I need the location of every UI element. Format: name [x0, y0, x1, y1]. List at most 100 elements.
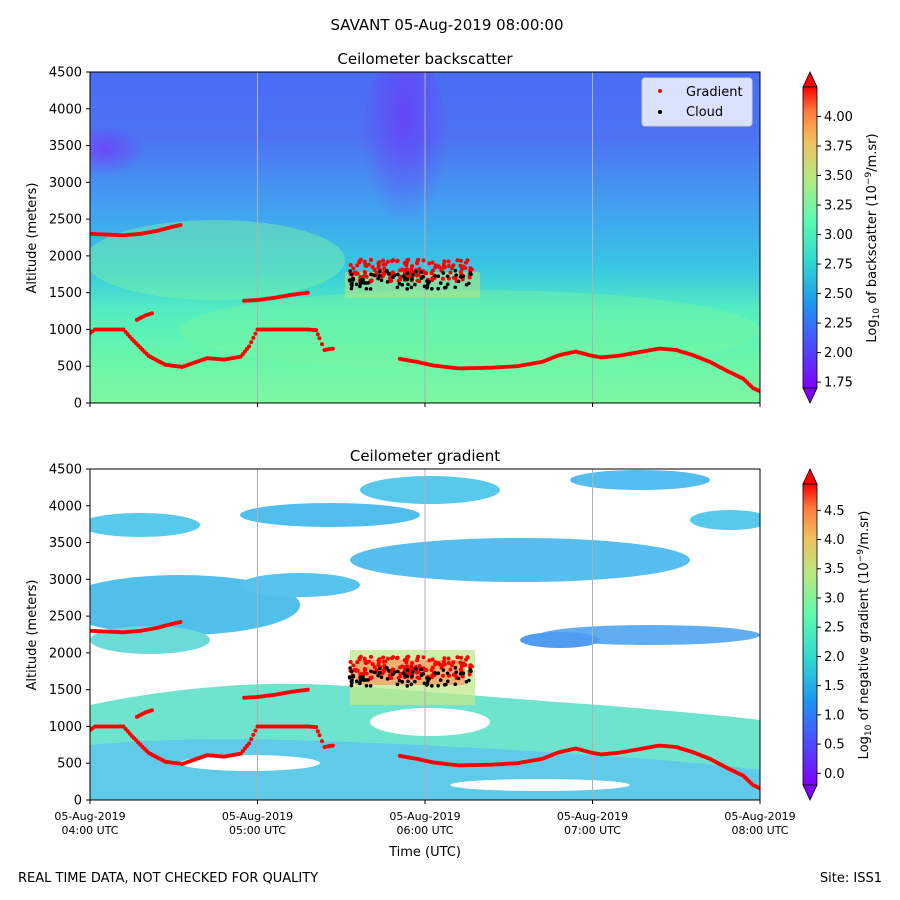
cloud-point [469, 669, 473, 674]
cloud-point [348, 269, 352, 273]
y-tick-label: 0 [74, 397, 82, 412]
gradient-point [395, 656, 400, 661]
gradient-point [387, 276, 392, 281]
gradient-point [396, 675, 401, 680]
gradient-point [410, 269, 415, 274]
cloud-point [424, 284, 429, 289]
y-tick-label: 500 [57, 757, 82, 772]
gradient-point [391, 258, 396, 263]
x-tick-label-time: 07:00 UTC [564, 824, 621, 837]
gradient-point [398, 671, 403, 676]
gradient-point [451, 275, 456, 280]
cloud-point [427, 676, 432, 681]
cloud-point [347, 278, 352, 283]
cloud-point [358, 284, 362, 289]
gradient-point [463, 265, 468, 270]
gradient-point [427, 658, 432, 663]
cloud-point [458, 274, 463, 279]
colorbar-tick-label: 3.0 [824, 591, 845, 606]
gradient-point [406, 257, 411, 262]
colorbar-tick-label: 3.25 [824, 199, 853, 214]
legend-cloud-label: Cloud [686, 105, 723, 120]
cloud-point [453, 285, 458, 290]
gradient-point [363, 668, 368, 673]
gradient-point [455, 655, 460, 660]
gradient-point [446, 259, 451, 264]
x-tick-label-date: 05-Aug-2019 [222, 810, 293, 823]
cloud-point [454, 670, 458, 674]
gradient-point [467, 275, 472, 280]
cloud-point [445, 671, 450, 676]
gradient-point [396, 278, 401, 283]
colorbar-tick-label: 1.75 [824, 376, 853, 391]
x-tick-label-date: 05-Aug-2019 [54, 810, 125, 823]
colorbar-tick-label: 3.75 [824, 140, 853, 155]
cloud-point [419, 673, 424, 677]
gradient-point [416, 654, 421, 659]
gradient-point [247, 344, 252, 349]
x-tick-label-time: 06:00 UTC [396, 824, 453, 837]
y-tick-label: 1500 [49, 286, 82, 301]
cloud-point [424, 681, 429, 686]
cloud-point [405, 684, 410, 688]
cloud-point [438, 281, 443, 285]
gradient-point [251, 335, 256, 340]
cloud-point [384, 268, 389, 273]
gradient-point [305, 290, 310, 295]
gradient-point [408, 272, 413, 277]
gradient-point [455, 258, 460, 263]
gradient-point [459, 267, 464, 272]
cloud-point [461, 671, 466, 676]
cloud-point [467, 678, 471, 683]
gradient-point [441, 662, 446, 667]
gradient-point [440, 673, 445, 678]
gradient-point [348, 659, 353, 664]
cloud-point [441, 668, 446, 672]
gradient-point [389, 272, 394, 277]
cloud-point [403, 674, 408, 678]
gradient-point [178, 222, 183, 227]
cloud-point [413, 679, 417, 684]
gradient-point [364, 274, 369, 279]
y-tick-label: 500 [57, 360, 82, 375]
gradient-point [446, 264, 451, 269]
gradient-point [372, 267, 377, 272]
gradient-point [437, 265, 442, 270]
gradient-point [149, 708, 154, 713]
legend-gradient-label: Gradient [686, 85, 743, 100]
colorbar-tick-label: 1.0 [824, 708, 845, 723]
gradient-point [449, 663, 454, 668]
gradient-point [442, 259, 447, 264]
gradient-point [421, 655, 426, 660]
cloud-point [379, 675, 384, 680]
cloud-point [368, 684, 373, 688]
cloud-point [433, 671, 438, 675]
cloud-point [406, 679, 410, 684]
gradient-point [381, 262, 386, 267]
cloud-point [413, 282, 417, 287]
cloud-point [349, 286, 354, 291]
y-tick-label: 3500 [49, 536, 82, 551]
gradient-point [440, 276, 445, 281]
gradient-point [381, 659, 386, 664]
gradient-point [429, 667, 434, 672]
gradient-point [415, 278, 420, 283]
gradient-markers [90, 619, 760, 791]
colorbar-tick-label: 3.00 [824, 228, 853, 243]
y-tick-label: 1000 [49, 720, 82, 735]
cloud-point [347, 675, 352, 680]
gradient-point [468, 266, 473, 271]
cloud-point [385, 677, 390, 681]
cloud-point [445, 282, 450, 287]
cloud-point [369, 272, 373, 277]
gradient-point [330, 346, 335, 351]
y-tick-label: 4000 [49, 102, 82, 117]
cloud-point [351, 673, 356, 678]
gradient-point [410, 666, 415, 671]
colorbar-tick-label: 4.5 [824, 504, 845, 519]
cloud-point [453, 665, 458, 670]
cloud-point [441, 271, 446, 275]
gradient-point [389, 669, 394, 674]
gradient-point [417, 664, 422, 669]
